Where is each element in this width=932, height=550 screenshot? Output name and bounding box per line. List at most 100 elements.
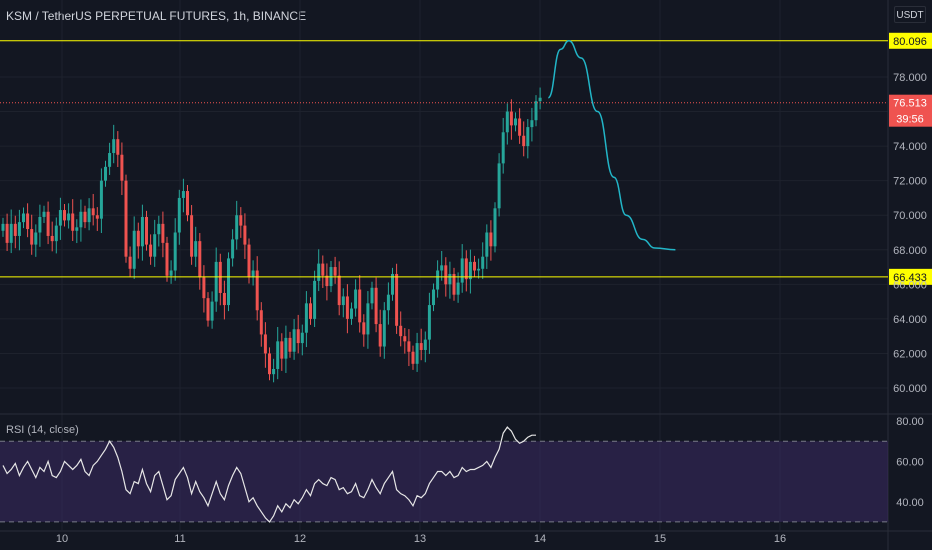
candle-body: [514, 118, 517, 126]
candle-body: [132, 230, 136, 269]
candle-body: [317, 263, 321, 281]
candle-body: [17, 222, 21, 236]
time-tick-label: 14: [534, 533, 546, 545]
candle-body: [71, 213, 75, 231]
candle-body: [177, 197, 181, 233]
candle-body: [5, 223, 9, 243]
candle-body: [128, 256, 132, 269]
candle-body: [79, 211, 83, 228]
candle-body: [34, 232, 38, 245]
candle-body: [222, 292, 226, 306]
candle-body: [91, 208, 95, 216]
candle-body: [473, 261, 476, 271]
level-badge-label: 80.096: [893, 36, 927, 48]
candle-body: [30, 229, 34, 245]
candle-body: [63, 210, 66, 221]
candle-body: [120, 154, 124, 181]
countdown-label: 39:56: [896, 114, 924, 126]
time-tick-label: 16: [774, 533, 786, 545]
candle-body: [526, 127, 530, 147]
candle-body: [341, 296, 345, 306]
price-tick-label: 74.000: [893, 141, 927, 153]
candle-body: [124, 180, 128, 257]
rsi-pane: [0, 426, 888, 523]
level-badge: [889, 32, 932, 49]
candle-body: [202, 277, 206, 299]
candle-body: [440, 265, 444, 271]
price-tick-label: 78.000: [893, 72, 927, 84]
candle-body: [22, 213, 25, 223]
rsi-tick-label: 60.00: [896, 456, 924, 468]
candle-body: [83, 211, 87, 223]
candle-body: [284, 337, 288, 359]
candle-body: [468, 261, 472, 280]
candle-body: [99, 180, 103, 219]
candle-body: [493, 208, 497, 247]
candle-body: [38, 216, 42, 233]
candles: [1, 87, 542, 383]
candle-body: [386, 294, 390, 311]
candle-body: [218, 261, 222, 293]
candle-body: [263, 334, 267, 354]
candle-body: [42, 211, 46, 217]
candle-body: [374, 287, 378, 325]
candle-body: [288, 337, 292, 352]
candle-body: [247, 244, 251, 278]
candle-body: [477, 268, 481, 271]
level-badge-label: 66.433: [893, 272, 927, 284]
rsi-line: [2, 426, 536, 523]
time-tick-label: 15: [654, 533, 666, 545]
candle-body: [485, 232, 489, 257]
candle-body: [181, 191, 185, 198]
candle-body: [268, 353, 271, 375]
candle-body: [505, 111, 509, 133]
candle-body: [140, 216, 144, 247]
currency-button[interactable]: USDT: [894, 6, 926, 23]
price-tick-label: 66.000: [893, 279, 927, 291]
candle-body: [153, 234, 157, 257]
candle-body: [411, 351, 415, 364]
candle-body: [46, 211, 50, 236]
candle-body: [481, 256, 485, 269]
candle-body: [104, 166, 107, 181]
candle-body: [116, 139, 120, 155]
candle-body: [501, 132, 505, 164]
candle-body: [50, 235, 54, 242]
candle-body: [464, 258, 468, 280]
candle-body: [227, 258, 230, 306]
candle-body: [313, 280, 317, 319]
candle-body: [345, 296, 349, 319]
candle-body: [370, 287, 374, 304]
axes: 80.096 66.433 60.000 62.000 64.000 66.000 68.0…: [56, 32, 932, 545]
candle-body: [1, 223, 5, 231]
candle-body: [366, 303, 370, 335]
candle-body: [452, 273, 456, 295]
candle-body: [186, 191, 189, 216]
candle-body: [272, 368, 276, 375]
rsi-legend-label: RSI (14, close): [6, 424, 79, 436]
price-tick-label: 62.000: [893, 348, 927, 360]
rsi-tick-label: 80.00: [896, 416, 924, 428]
candle-body: [300, 332, 304, 344]
price-tick-label: 64.000: [893, 314, 927, 326]
candle-body: [444, 265, 448, 285]
candle-body: [292, 329, 296, 352]
projection-curve: [547, 39, 676, 251]
rsi-band: [0, 441, 888, 522]
candle-body: [522, 135, 526, 147]
candle-body: [423, 339, 427, 350]
chart-title: KSM / TetherUS PERPETUAL FUTURES, 1h, BI…: [6, 9, 307, 23]
candle-body: [239, 215, 243, 226]
candle-body: [354, 289, 358, 309]
candle-body: [337, 275, 341, 306]
last-price-badge: [889, 94, 932, 127]
price-tick-label: 60.000: [893, 383, 927, 395]
candle-body: [497, 163, 501, 209]
candle-body: [403, 336, 407, 342]
candle-body: [325, 275, 329, 287]
candle-body: [276, 341, 280, 369]
candle-body: [108, 153, 112, 167]
candle-body: [395, 273, 399, 326]
candle-body: [194, 241, 198, 257]
